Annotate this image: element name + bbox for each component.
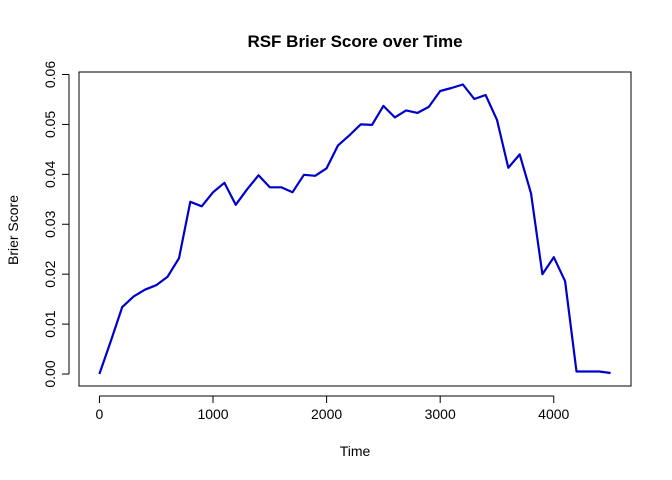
y-tick-label: 0.01 (42, 310, 58, 337)
x-tick-label: 2000 (311, 406, 342, 422)
series-layer (98, 83, 611, 375)
x-tick-label: 1000 (197, 406, 228, 422)
x-tick-label: 4000 (538, 406, 569, 422)
y-tick-label: 0.06 (42, 61, 58, 88)
chart-title: RSF Brier Score over Time (247, 32, 462, 51)
y-tick-label: 0.00 (42, 360, 58, 387)
series-line-0 (98, 83, 611, 375)
x-axis: 0 1000 2000 3000 4000 (96, 395, 570, 422)
x-tick-label: 0 (96, 406, 104, 422)
plot-box (78, 71, 632, 387)
y-axis-label: Brier Score (5, 195, 21, 265)
x-axis-label: Time (340, 443, 371, 459)
y-axis: 0.00 0.01 0.02 0.03 0.04 0.05 0.06 (42, 61, 70, 388)
y-tick-label: 0.05 (42, 111, 58, 138)
y-tick-label: 0.02 (42, 260, 58, 287)
y-tick-label: 0.03 (42, 210, 58, 237)
y-tick-label: 0.04 (42, 161, 58, 188)
x-tick-label: 3000 (425, 406, 456, 422)
